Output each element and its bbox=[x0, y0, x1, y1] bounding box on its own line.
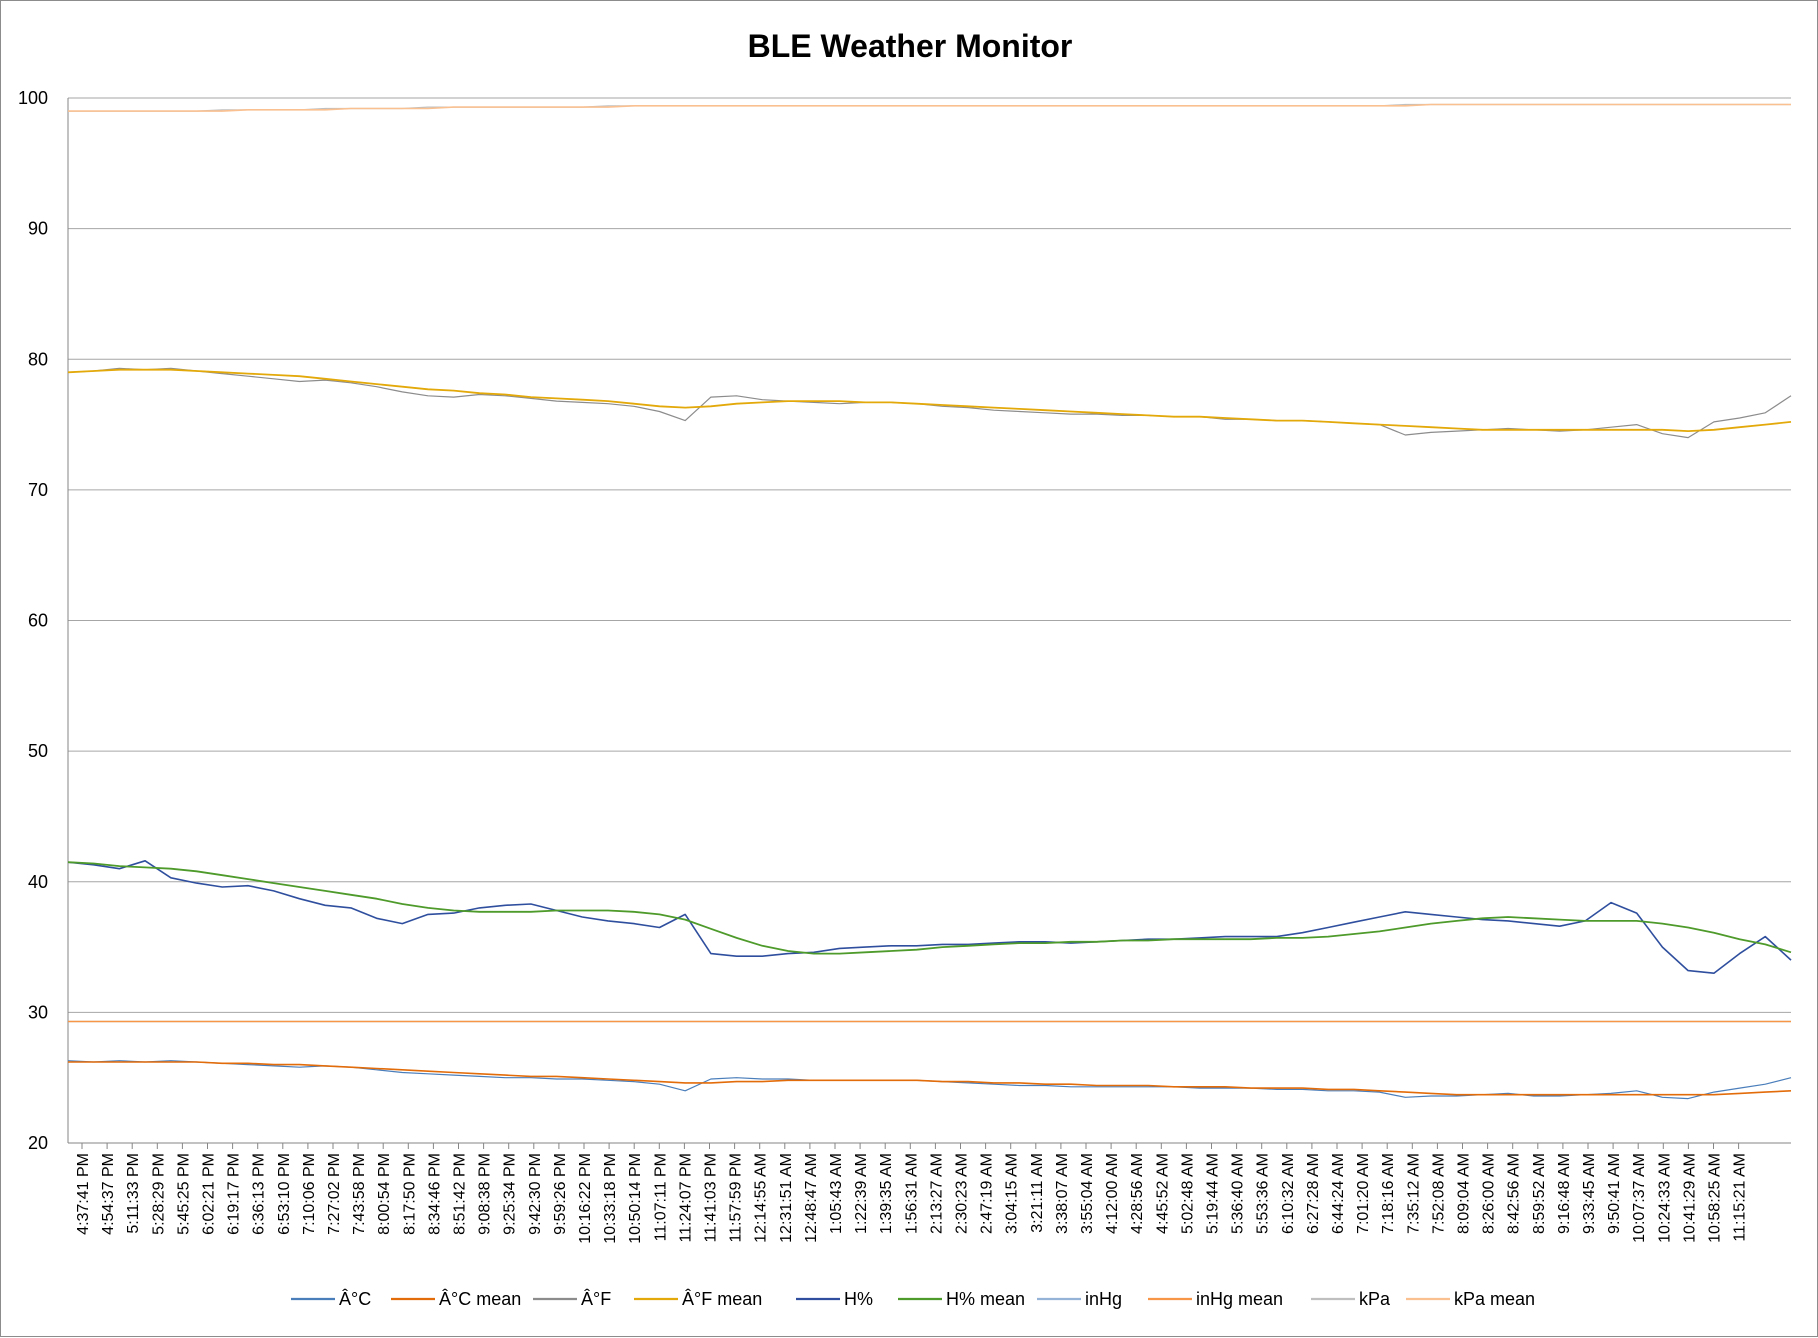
x-tick-label: 3:38:07 AM bbox=[1054, 1153, 1071, 1234]
y-tick-label: 60 bbox=[28, 611, 48, 631]
y-tick-label: 80 bbox=[28, 349, 48, 369]
x-tick-label: 7:43:58 PM bbox=[351, 1153, 368, 1235]
x-tick-label: 2:30:23 AM bbox=[954, 1153, 971, 1234]
x-tick-label: 3:55:04 AM bbox=[1079, 1153, 1096, 1234]
x-tick-label: 7:01:20 AM bbox=[1355, 1153, 1372, 1234]
y-axis-ticks: 20 30 40 50 60 70 80 90 100 bbox=[18, 88, 48, 1153]
x-tick-label: 11:41:03 PM bbox=[703, 1153, 720, 1243]
x-tick-label: 9:16:48 AM bbox=[1556, 1153, 1573, 1234]
series-line-4 bbox=[67, 859, 1792, 975]
x-tick-label: 4:54:37 PM bbox=[100, 1153, 117, 1235]
y-tick-label: 20 bbox=[28, 1133, 48, 1153]
x-tick-label: 10:16:22 PM bbox=[577, 1153, 594, 1244]
x-tick-label: 11:57:59 PM bbox=[728, 1153, 745, 1243]
x-tick-label: 6:02:21 PM bbox=[201, 1153, 218, 1235]
legend-label: Â°C bbox=[339, 1289, 371, 1309]
x-tick-label: 12:31:51 AM bbox=[778, 1153, 795, 1243]
x-tick-label: 9:25:34 PM bbox=[502, 1153, 519, 1235]
x-tick-label: 3:21:11 AM bbox=[1029, 1153, 1046, 1233]
legend-label: H% mean bbox=[946, 1289, 1025, 1309]
x-tick-label: 7:35:12 AM bbox=[1405, 1153, 1422, 1234]
x-tick-label: 9:59:26 PM bbox=[552, 1153, 569, 1235]
x-tick-label: 8:17:50 PM bbox=[401, 1153, 418, 1235]
x-tick-label: 5:11:33 PM bbox=[125, 1153, 142, 1234]
legend-label: Â°F bbox=[581, 1289, 611, 1309]
legend-label: inHg bbox=[1085, 1289, 1122, 1309]
legend-label: kPa mean bbox=[1454, 1289, 1535, 1309]
x-tick-label: 5:36:40 AM bbox=[1230, 1153, 1247, 1234]
x-tick-label: 8:34:46 PM bbox=[426, 1153, 443, 1235]
x-tick-label: 9:42:30 PM bbox=[527, 1153, 544, 1235]
x-tick-label: 11:07:11 PM bbox=[652, 1153, 669, 1241]
x-tick-label: 7:10:06 PM bbox=[301, 1153, 318, 1235]
x-tick-label: 6:10:32 AM bbox=[1280, 1153, 1297, 1234]
y-tick-label: 70 bbox=[28, 480, 48, 500]
x-tick-label: 7:52:08 AM bbox=[1430, 1153, 1447, 1234]
x-tick-label: 5:19:44 AM bbox=[1205, 1153, 1222, 1234]
legend-label: Â°F mean bbox=[682, 1289, 762, 1309]
x-tick-label: 10:58:25 AM bbox=[1707, 1153, 1724, 1243]
x-tick-label: 1:56:31 AM bbox=[903, 1153, 920, 1234]
x-tick-label: 6:36:13 PM bbox=[251, 1153, 268, 1235]
x-tick-label: 1:05:43 AM bbox=[828, 1153, 845, 1234]
x-tick-label: 8:59:52 AM bbox=[1531, 1153, 1548, 1234]
x-tick-label: 6:53:10 PM bbox=[276, 1153, 293, 1235]
x-tick-label: 7:18:16 AM bbox=[1380, 1153, 1397, 1234]
x-tick-label: 5:45:25 PM bbox=[175, 1153, 192, 1235]
x-tick-label: 4:28:56 AM bbox=[1129, 1153, 1146, 1234]
y-tick-label: 100 bbox=[18, 88, 48, 108]
x-tick-label: 1:22:39 AM bbox=[853, 1153, 870, 1234]
x-tick-label: 9:08:38 PM bbox=[477, 1153, 494, 1235]
x-tick-label: 2:47:19 AM bbox=[979, 1153, 996, 1234]
x-tick-label: 6:19:17 PM bbox=[226, 1153, 243, 1235]
x-tick-label: 8:09:04 AM bbox=[1456, 1153, 1473, 1234]
y-tick-label: 50 bbox=[28, 741, 48, 761]
x-tick-label: 5:28:29 PM bbox=[150, 1153, 167, 1235]
x-tick-label: 11:15:21 AM bbox=[1732, 1153, 1749, 1242]
legend-label: H% bbox=[844, 1289, 873, 1309]
chart-title: BLE Weather Monitor bbox=[748, 28, 1073, 64]
x-tick-label: 10:07:37 AM bbox=[1631, 1153, 1648, 1243]
x-tick-label: 10:24:33 AM bbox=[1656, 1153, 1673, 1243]
legend-label: kPa bbox=[1359, 1289, 1391, 1309]
series-line-5 bbox=[67, 861, 1792, 955]
x-tick-label: 9:50:41 AM bbox=[1606, 1153, 1623, 1234]
series-line-1 bbox=[68, 1061, 1792, 1096]
x-tick-label: 7:27:02 PM bbox=[326, 1153, 343, 1235]
y-tick-label: 40 bbox=[28, 872, 48, 892]
x-tick-label: 2:13:27 AM bbox=[928, 1153, 945, 1234]
x-tick-label: 8:26:00 AM bbox=[1481, 1153, 1498, 1234]
series-line-9 bbox=[68, 103, 1791, 112]
x-tick-label: 1:39:35 AM bbox=[878, 1153, 895, 1234]
x-tick-label: 4:45:52 AM bbox=[1154, 1153, 1171, 1234]
x-tick-label: 5:53:36 AM bbox=[1255, 1153, 1272, 1234]
x-tick-label: 8:51:42 PM bbox=[452, 1153, 469, 1235]
x-tick-label: 10:33:18 PM bbox=[602, 1153, 619, 1244]
y-tick-label: 30 bbox=[28, 1002, 48, 1022]
series-line-3 bbox=[67, 368, 1792, 433]
x-tick-label: 5:02:48 AM bbox=[1179, 1153, 1196, 1234]
x-axis-ticks: 4:37:41 PM 4:54:37 PM 5:11:33 PM 5:28:29 PM… bbox=[75, 1153, 1749, 1244]
y-tick-label: 90 bbox=[28, 219, 48, 239]
x-tick-label: 10:50:14 PM bbox=[627, 1153, 644, 1244]
x-tick-label: 4:37:41 PM bbox=[75, 1153, 92, 1235]
x-tick-label: 12:48:47 AM bbox=[803, 1153, 820, 1243]
x-tick-label: 3:04:15 AM bbox=[1004, 1153, 1021, 1234]
x-tick-label: 12:14:55 AM bbox=[753, 1153, 770, 1243]
x-tick-label: 11:24:07 PM bbox=[677, 1153, 694, 1243]
x-tick-label: 8:00:54 PM bbox=[376, 1153, 393, 1235]
x-tick-label: 8:42:56 AM bbox=[1506, 1153, 1523, 1234]
legend: Â°C Â°C mean Â°F Â°F mean H% H% mean inHg inHg … bbox=[291, 1289, 1535, 1309]
x-tick-label: 6:44:24 AM bbox=[1330, 1153, 1347, 1234]
x-tick-label: 10:41:29 AM bbox=[1681, 1153, 1698, 1243]
x-tick-label: 9:33:45 AM bbox=[1581, 1153, 1598, 1234]
x-tick-label: 6:27:28 AM bbox=[1305, 1153, 1322, 1234]
series-lines bbox=[67, 103, 1792, 1100]
legend-label: Â°C mean bbox=[439, 1289, 521, 1309]
x-tick-label: 4:12:00 AM bbox=[1104, 1153, 1121, 1234]
gridlines bbox=[67, 97, 1791, 1149]
legend-label: inHg mean bbox=[1196, 1289, 1283, 1309]
